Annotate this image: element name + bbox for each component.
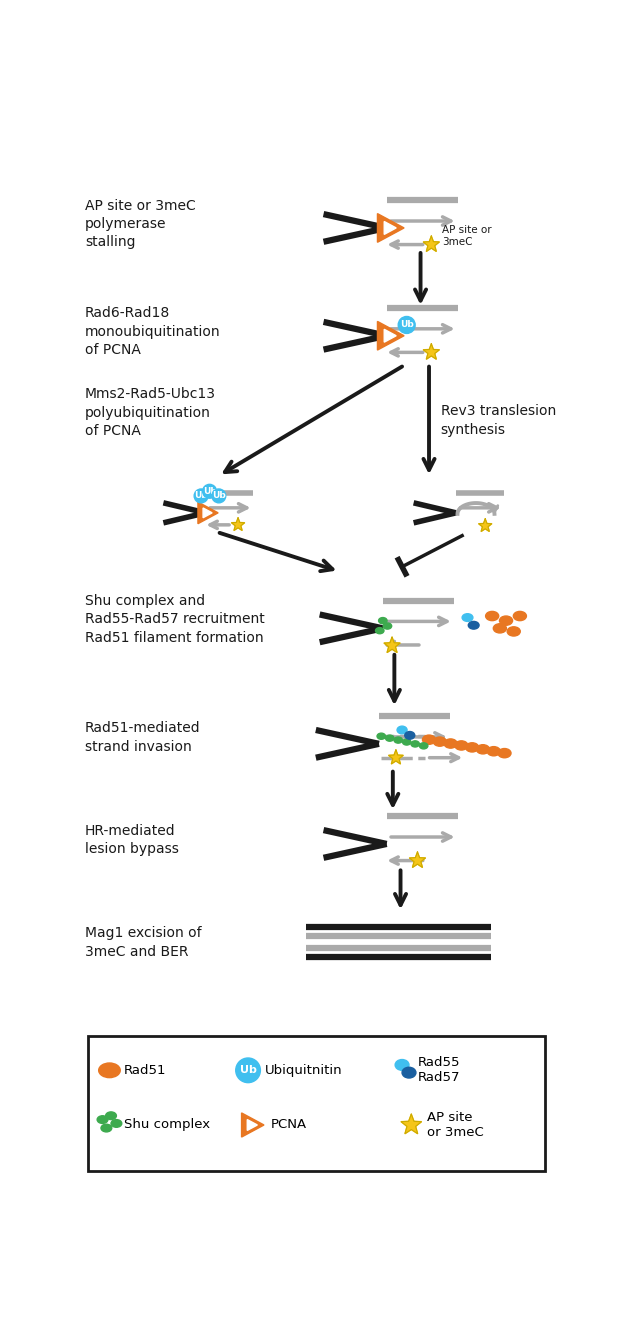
Polygon shape: [203, 508, 212, 518]
Ellipse shape: [386, 735, 394, 742]
Ellipse shape: [397, 726, 407, 734]
Text: AP site or
3meC: AP site or 3meC: [442, 226, 492, 247]
Ellipse shape: [411, 740, 420, 747]
Ellipse shape: [433, 736, 446, 746]
Ellipse shape: [106, 1112, 117, 1120]
Polygon shape: [247, 1120, 257, 1130]
Ellipse shape: [476, 744, 489, 754]
Polygon shape: [423, 344, 439, 360]
Polygon shape: [384, 222, 396, 234]
Text: AP site
or 3meC: AP site or 3meC: [427, 1110, 484, 1140]
Text: PCNA: PCNA: [271, 1118, 307, 1132]
Polygon shape: [401, 1114, 421, 1134]
Circle shape: [398, 316, 415, 333]
Ellipse shape: [395, 1059, 409, 1071]
Ellipse shape: [111, 1120, 122, 1128]
Ellipse shape: [468, 621, 479, 629]
Text: HR-mediated
lesion bypass: HR-mediated lesion bypass: [85, 824, 179, 857]
Ellipse shape: [487, 747, 500, 756]
Text: Shu complex and
Rad55-Rad57 recruitment
Rad51 filament formation: Shu complex and Rad55-Rad57 recruitment …: [85, 594, 265, 645]
Ellipse shape: [513, 611, 526, 620]
Ellipse shape: [402, 739, 411, 746]
Text: Ub: Ub: [400, 320, 413, 329]
Ellipse shape: [383, 623, 392, 629]
Ellipse shape: [379, 617, 387, 624]
Polygon shape: [231, 518, 245, 530]
Circle shape: [202, 484, 217, 498]
FancyBboxPatch shape: [88, 1036, 545, 1171]
Text: AP site or 3meC
polymerase
stalling: AP site or 3meC polymerase stalling: [85, 198, 196, 250]
Ellipse shape: [500, 616, 513, 625]
Text: Mag1 excision of
3meC and BER: Mag1 excision of 3meC and BER: [85, 927, 202, 958]
Text: Shu complex: Shu complex: [124, 1118, 210, 1132]
Ellipse shape: [394, 736, 402, 743]
Text: Ubiquitnitin: Ubiquitnitin: [265, 1064, 342, 1077]
Ellipse shape: [405, 731, 415, 739]
Polygon shape: [384, 329, 396, 342]
Text: Mms2-Rad5-Ubc13
polyubiquitination
of PCNA: Mms2-Rad5-Ubc13 polyubiquitination of PC…: [85, 387, 216, 438]
Ellipse shape: [423, 735, 436, 744]
Ellipse shape: [486, 611, 499, 620]
Text: Ub: Ub: [212, 492, 226, 501]
Text: Ub: Ub: [203, 486, 217, 496]
Ellipse shape: [444, 739, 457, 748]
Text: Ub: Ub: [239, 1066, 257, 1075]
Ellipse shape: [494, 624, 507, 633]
Circle shape: [236, 1058, 260, 1083]
Polygon shape: [410, 853, 426, 867]
Ellipse shape: [99, 1063, 120, 1077]
Ellipse shape: [462, 613, 473, 621]
Text: Rad51-mediated
strand invasion: Rad51-mediated strand invasion: [85, 722, 201, 754]
Ellipse shape: [507, 627, 520, 636]
Ellipse shape: [498, 748, 511, 758]
Polygon shape: [378, 321, 404, 350]
Ellipse shape: [420, 743, 428, 750]
Text: Rad51: Rad51: [124, 1064, 167, 1077]
Circle shape: [194, 489, 208, 502]
Polygon shape: [389, 750, 404, 764]
Polygon shape: [378, 214, 404, 242]
Ellipse shape: [402, 1067, 416, 1077]
Polygon shape: [242, 1113, 264, 1137]
Text: Ub: Ub: [194, 492, 208, 501]
Polygon shape: [423, 237, 439, 251]
Polygon shape: [479, 520, 492, 531]
Text: Rev3 translesion
synthesis: Rev3 translesion synthesis: [441, 405, 556, 436]
Ellipse shape: [376, 628, 384, 633]
Ellipse shape: [97, 1116, 108, 1124]
Text: Rad6-Rad18
monoubiquitination
of PCNA: Rad6-Rad18 monoubiquitination of PCNA: [85, 307, 220, 357]
Ellipse shape: [466, 743, 479, 752]
Ellipse shape: [377, 734, 386, 739]
Text: Rad55
Rad57: Rad55 Rad57: [418, 1056, 460, 1084]
Polygon shape: [384, 637, 400, 653]
Ellipse shape: [101, 1124, 112, 1132]
Polygon shape: [198, 502, 218, 524]
Ellipse shape: [455, 740, 468, 750]
Circle shape: [212, 489, 226, 502]
